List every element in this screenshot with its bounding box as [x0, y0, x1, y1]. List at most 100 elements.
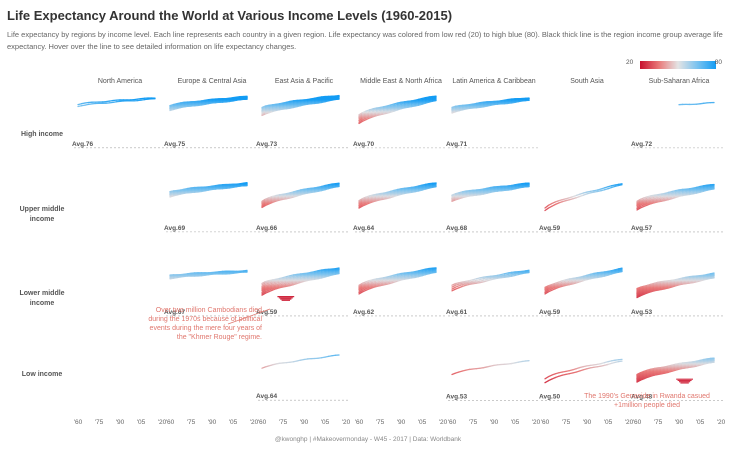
region-header: Middle East & North Africa — [360, 78, 442, 85]
average-label: Avg.57 — [631, 225, 652, 232]
average-label: Avg.64 — [256, 393, 277, 400]
legend-gradient-bar — [640, 61, 716, 69]
country-line — [636, 375, 642, 379]
country-line — [544, 289, 550, 294]
country-line — [261, 292, 267, 296]
legend-min-label: 20 — [626, 59, 634, 66]
income-group-label: Lower middle income — [19, 290, 64, 307]
average-label: Avg.67 — [164, 309, 185, 316]
country-line — [524, 269, 530, 272]
country-line — [358, 286, 364, 291]
country-line — [334, 184, 340, 187]
country-line — [636, 204, 642, 208]
average-label: Avg.70 — [353, 141, 374, 148]
country-line — [431, 98, 437, 101]
x-tick-label: '60 — [448, 419, 457, 426]
x-tick-label: '60 — [633, 419, 642, 426]
country-line — [358, 288, 364, 292]
country-line — [261, 204, 267, 209]
country-line — [334, 271, 340, 274]
average-label: Avg.50 — [539, 393, 560, 400]
x-tick-label: '20 — [250, 419, 259, 426]
country-line — [709, 275, 715, 278]
country-line — [709, 276, 715, 279]
average-label: Avg.76 — [72, 141, 93, 148]
income-group-label: Upper middle income — [20, 206, 65, 223]
average-label: Avg.48 — [631, 393, 652, 400]
annotation-text: during the 1970s because of political — [148, 316, 262, 323]
x-tick-label: '20 — [158, 419, 167, 426]
country-line — [636, 372, 642, 376]
country-line — [358, 282, 364, 286]
average-label: Avg.59 — [539, 309, 560, 316]
country-line — [636, 374, 642, 378]
country-line — [544, 207, 550, 212]
country-line — [261, 198, 267, 202]
country-line — [334, 96, 340, 99]
country-line — [358, 289, 364, 294]
country-line — [636, 205, 642, 210]
x-tick-label: '90 — [675, 419, 684, 426]
annotation-text: +1million people died — [614, 402, 680, 409]
x-tick-label: '90 — [397, 419, 406, 426]
country-line — [544, 379, 550, 384]
country-line — [709, 186, 715, 189]
country-line — [261, 289, 267, 293]
country-line — [334, 270, 340, 273]
country-line — [709, 273, 715, 276]
country-line — [358, 205, 364, 209]
average-label: Avg.53 — [631, 309, 652, 316]
annotation-text: events during the mere four years of — [150, 325, 263, 332]
x-tick-label: '75 — [95, 419, 104, 426]
country-line — [358, 117, 364, 122]
x-tick-label: '20 — [532, 419, 541, 426]
country-line — [358, 202, 364, 207]
country-line — [358, 120, 364, 125]
country-line — [636, 207, 642, 211]
x-tick-label: '20 — [625, 419, 634, 426]
income-group-label: Low income — [22, 371, 63, 378]
x-tick-label: '90 — [583, 419, 592, 426]
region-header: Sub-Saharan Africa — [649, 78, 710, 85]
country-line — [636, 203, 642, 207]
annotation-leader-line — [227, 308, 271, 325]
region-header: Europe & Central Asia — [178, 78, 247, 85]
country-line — [544, 291, 550, 295]
x-tick-label: '75 — [469, 419, 478, 426]
country-line — [261, 280, 267, 285]
chart-title: Life Expectancy Around the World at Vari… — [7, 8, 453, 23]
average-label: Avg.68 — [446, 225, 467, 232]
country-line — [334, 183, 340, 187]
average-label: Avg.59 — [256, 309, 277, 316]
country-line — [261, 285, 267, 289]
country-line — [636, 378, 642, 383]
country-line — [617, 184, 623, 187]
country-line — [451, 286, 457, 290]
country-line — [544, 375, 550, 380]
average-label: Avg.64 — [353, 225, 374, 232]
country-line — [617, 183, 623, 185]
country-line — [358, 204, 364, 208]
region-header: Latin America & Caribbean — [452, 78, 535, 85]
x-tick-label: '75 — [187, 419, 196, 426]
x-tick-label: '90 — [208, 419, 217, 426]
average-label: Avg.59 — [539, 225, 560, 232]
annotation-text: The 1990's Genocide in Rwanda casued — [584, 393, 710, 400]
country-line — [431, 97, 437, 100]
x-tick-label: '75 — [279, 419, 288, 426]
country-line — [617, 360, 623, 363]
legend-max-label: 80 — [714, 59, 722, 66]
country-line — [451, 284, 457, 288]
x-tick-label: '20 — [717, 419, 726, 426]
average-label: Avg.53 — [446, 393, 467, 400]
country-line — [636, 198, 642, 202]
x-tick-label: '05 — [321, 419, 330, 426]
x-tick-label: '90 — [116, 419, 125, 426]
country-line — [334, 267, 340, 270]
average-label: Avg.73 — [256, 141, 277, 148]
country-line — [261, 202, 267, 206]
country-line — [358, 201, 364, 205]
country-line — [358, 116, 364, 120]
x-tick-label: '75 — [562, 419, 571, 426]
